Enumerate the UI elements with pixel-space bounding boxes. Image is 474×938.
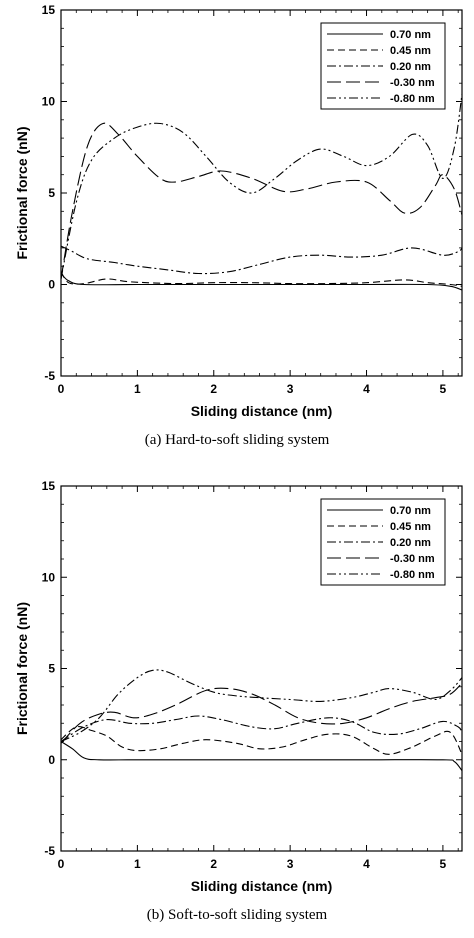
legend-label: -0.80 nm xyxy=(390,93,435,105)
x-tick-label: 3 xyxy=(287,382,294,396)
legend-label: 0.45 nm xyxy=(390,521,431,533)
x-tick-label: 0 xyxy=(58,857,65,871)
y-tick-label: 10 xyxy=(42,95,56,109)
y-tick-label: -5 xyxy=(44,844,55,858)
y-axis-title: Frictional force (nN) xyxy=(14,602,30,735)
legend: 0.70 nm 0.45 nm 0.20 nm -0.30 nm -0.80 nm xyxy=(320,22,446,110)
x-tick-label: 0 xyxy=(58,382,65,396)
legend: 0.70 nm 0.45 nm 0.20 nm -0.30 nm -0.80 nm xyxy=(320,498,446,586)
series-line-045nm xyxy=(61,271,462,287)
series-line-070nm xyxy=(61,273,462,291)
series-line-020nm xyxy=(61,245,462,275)
x-tick-label: 4 xyxy=(363,857,370,871)
x-tick-label: 3 xyxy=(287,857,294,871)
x-tick-label: 4 xyxy=(363,382,370,396)
series-line-neg-030nm xyxy=(61,682,462,744)
series-line-neg-080nm xyxy=(61,669,462,742)
x-tick-label: 5 xyxy=(440,857,447,871)
figure-caption: (b) Soft-to-soft sliding system xyxy=(147,907,328,923)
legend-label: 0.20 nm xyxy=(390,537,431,549)
y-tick-label: 0 xyxy=(48,278,55,292)
x-axis-title: Sliding distance (nm) xyxy=(191,878,333,894)
x-tick-label: 5 xyxy=(440,382,447,396)
legend-label: -0.30 nm xyxy=(390,553,435,565)
y-tick-label: 10 xyxy=(42,570,56,584)
y-tick-label: -5 xyxy=(44,369,55,383)
x-tick-label: 2 xyxy=(210,382,217,396)
series-group xyxy=(61,669,462,772)
y-tick-label: 15 xyxy=(42,3,56,17)
series-line-045nm xyxy=(61,726,462,755)
y-tick-label: 15 xyxy=(42,479,56,493)
legend-label: 0.45 nm xyxy=(390,45,431,57)
x-tick-label: 2 xyxy=(210,857,217,871)
legend-label: -0.80 nm xyxy=(390,569,435,581)
series-group xyxy=(61,94,462,291)
y-axis-title: Frictional force (nN) xyxy=(14,126,30,259)
legend-label: 0.70 nm xyxy=(390,29,431,41)
x-tick-label: 1 xyxy=(134,857,141,871)
figure-caption: (a) Hard-to-soft sliding system xyxy=(145,432,330,448)
y-tick-label: 0 xyxy=(48,753,55,767)
y-tick-label: 5 xyxy=(48,662,55,676)
series-line-neg-030nm xyxy=(61,122,462,280)
x-axis-title: Sliding distance (nm) xyxy=(191,403,333,419)
y-tick-label: 5 xyxy=(48,186,55,200)
legend-label: 0.70 nm xyxy=(390,505,431,517)
series-line-070nm xyxy=(61,741,462,772)
legend-label: -0.30 nm xyxy=(390,77,435,89)
series-line-020nm xyxy=(61,715,462,742)
x-tick-label: 1 xyxy=(134,382,141,396)
legend-label: 0.20 nm xyxy=(390,61,431,73)
series-line-neg-080nm xyxy=(61,94,462,280)
